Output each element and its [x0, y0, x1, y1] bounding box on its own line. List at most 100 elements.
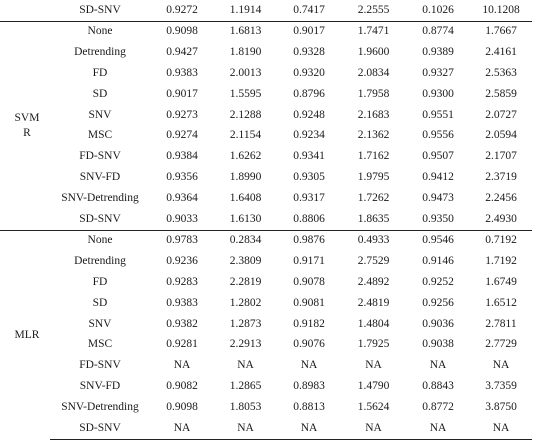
metric-value-cell: 0.9272 — [166, 3, 198, 16]
metric-value-cell: 2.0594 — [485, 129, 517, 142]
model-label — [0, 0, 50, 21]
metric-value-cell: 2.4819 — [357, 296, 390, 309]
model-label-line: R — [23, 126, 31, 139]
metric-value-cell: 0.9248 — [293, 108, 325, 121]
metric-value-cell: 0.8843 — [422, 379, 454, 392]
metric-value-cell: 0.9327 — [422, 67, 454, 80]
metric-value-cell: 0.9427 — [166, 46, 198, 59]
metric-value-cell: 0.9364 — [166, 191, 198, 204]
metric-value-cell: 0.9017 — [166, 87, 198, 100]
metric-value-cell: 1.8190 — [229, 46, 262, 59]
metric-value-cell: 2.4161 — [485, 46, 517, 59]
metric-value-cell: 0.9082 — [166, 379, 198, 392]
metric-value-cell: 0.9273 — [166, 108, 198, 121]
table-row: SNV 0.9273 2.1288 0.9248 2.1683 0.9551 2.0727 — [0, 105, 532, 126]
metric-value-cell: 0.8983 — [293, 379, 325, 392]
preprocessing-method-cell: SNV-FD — [79, 171, 121, 184]
metric-value-cell: 1.7162 — [357, 150, 390, 163]
metric-value-cell: 2.5859 — [485, 87, 517, 100]
table-row: SD-SNV 0.9033 1.6130 0.8806 1.8635 0.9350 2.49… — [0, 209, 532, 230]
metric-value-cell: 0.9017 — [277, 20, 341, 43]
metric-value-cell: 0.9382 — [166, 317, 198, 330]
metric-value-cell: 2.1362 — [357, 129, 390, 142]
metric-value-cell: 0.9038 — [422, 338, 454, 351]
metric-value-cell: 0.9234 — [293, 129, 325, 142]
metric-value-cell: 1.5595 — [229, 87, 262, 100]
metric-value-cell: NA — [214, 417, 277, 440]
metric-value-cell: 0.9098 — [166, 400, 198, 413]
table-row: SNV-FD 0.9082 1.2865 0.8983 1.4790 0.8843 3.73… — [0, 376, 532, 397]
metric-value-cell: 1.2873 — [229, 317, 262, 330]
metric-value-cell: 0.9078 — [293, 276, 325, 288]
metric-value-cell: 0.9507 — [422, 150, 454, 163]
metric-value-cell: 0.9098 — [150, 20, 214, 43]
preprocessing-method-cell: Detrending — [74, 255, 126, 268]
table-row: SD 0.9017 1.5595 0.8796 1.7958 0.9300 2.5859 — [0, 84, 532, 105]
metric-value-cell: 2.1707 — [485, 150, 517, 163]
table-row: FD-SNV NA NA NA NA NA NA — [0, 356, 532, 377]
metric-value-cell: 1.1914 — [229, 3, 262, 16]
preprocessing-method-cell: SNV-Detrending — [61, 400, 139, 413]
metric-value-cell: 0.9252 — [422, 276, 454, 288]
metric-value-cell: 0.9876 — [277, 229, 341, 252]
metric-value-cell: 0.9783 — [150, 229, 214, 252]
table-row: SD 0.9383 1.2802 0.9081 2.4819 0.9256 1.6512 — [0, 293, 532, 314]
metric-value-cell: 0.9036 — [422, 317, 454, 330]
metric-value-cell: 0.9305 — [293, 171, 325, 184]
metric-value-cell: 2.1288 — [229, 108, 262, 121]
metric-value-cell: NA — [237, 359, 254, 372]
preprocessing-method-cell: FD — [92, 276, 108, 288]
metric-value-cell: 0.9328 — [293, 46, 325, 59]
preprocessing-method-cell: MSC — [87, 338, 113, 351]
table-row: MLR None 0.9783 0.2834 0.9876 0.4933 0.9546 0.7… — [0, 229, 532, 440]
metric-value-cell: NA — [470, 417, 532, 440]
table-row: FD-SNV 0.9384 1.6262 0.9341 1.7162 0.9507 2.17… — [0, 147, 532, 168]
metric-value-cell: 0.9236 — [166, 255, 198, 268]
metric-value-cell: 1.7262 — [357, 191, 390, 204]
metric-value-cell: 0.9412 — [422, 171, 454, 184]
metric-value-cell: 1.7958 — [357, 87, 390, 100]
metric-value-cell: 1.2865 — [229, 379, 262, 392]
metric-value-cell: 0.9182 — [293, 317, 325, 330]
table-row: MSC 0.9274 2.1154 0.9234 2.1362 0.9556 2.0594 — [0, 126, 532, 147]
metric-value-cell: 2.2456 — [485, 191, 517, 204]
preprocessing-method-cell: SNV — [88, 317, 112, 330]
metric-value-cell: 0.9171 — [293, 255, 325, 268]
table-row: MSC 0.9281 2.2913 0.9076 1.7925 0.9038 2.7729 — [0, 335, 532, 356]
metric-value-cell: 0.9551 — [422, 108, 454, 121]
metric-value-cell: 2.3719 — [485, 171, 517, 184]
metric-value-cell: 2.7729 — [485, 338, 517, 351]
metric-value-cell: 1.6262 — [229, 150, 262, 163]
metric-value-cell: 2.1154 — [229, 129, 262, 142]
preprocessing-method-cell: MSC — [87, 129, 113, 142]
metric-value-cell: 1.6512 — [485, 296, 517, 309]
table-row: SNV-FD 0.9356 1.8990 0.9305 1.9795 0.9412 2.37… — [0, 167, 532, 188]
metric-value-cell: 0.9383 — [166, 67, 198, 80]
metric-value-cell: NA — [365, 359, 382, 372]
metric-value-cell: 1.6749 — [485, 276, 517, 288]
metric-value-cell: 0.8813 — [293, 400, 325, 413]
preprocessing-method-cell: SNV — [88, 108, 112, 121]
metric-value-cell: 0.9274 — [166, 129, 198, 142]
preprocessing-method-cell: SNV-FD — [79, 379, 121, 392]
table-row: Detrending 0.9427 1.8190 0.9328 1.9600 0.9389… — [0, 43, 532, 64]
metric-value-cell: 3.8750 — [485, 400, 517, 413]
metric-value-cell: NA — [150, 417, 214, 440]
metric-value-cell: NA — [406, 417, 470, 440]
table-row: SD-SNV NA NA NA NA NA NA — [0, 417, 532, 440]
metric-value-cell: NA — [341, 417, 406, 440]
metric-value-cell: 0.9389 — [422, 46, 454, 59]
preprocessing-method-cell: SNV-Detrending — [61, 191, 139, 204]
metric-value-cell: 10.1208 — [482, 3, 520, 16]
metric-value-cell: 0.7417 — [293, 3, 325, 16]
metric-value-cell: 2.0013 — [229, 67, 262, 80]
metric-value-cell: 0.9256 — [422, 296, 454, 309]
metric-value-cell: 0.9341 — [293, 150, 325, 163]
metric-value-cell: 0.9033 — [166, 212, 198, 225]
metric-value-cell: 0.9317 — [293, 191, 325, 204]
metric-value-cell: 2.4892 — [357, 276, 390, 288]
metric-value-cell: 0.8774 — [406, 20, 470, 43]
metric-value-cell: 2.0727 — [485, 108, 517, 121]
preprocessing-method-cell: SD-SNV — [79, 212, 121, 225]
